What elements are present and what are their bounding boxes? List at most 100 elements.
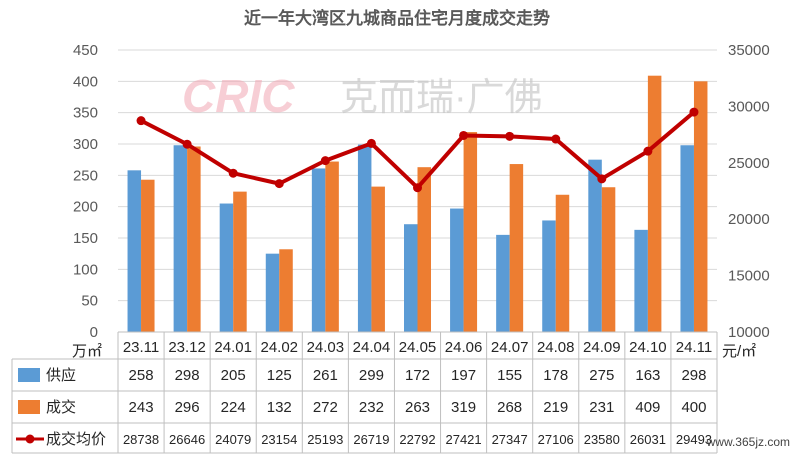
bar-supply: [173, 145, 188, 332]
left-tick-label: 50: [81, 293, 98, 310]
table-cell: 197: [451, 367, 476, 384]
left-axis: 0 50 100 150 200 250 300 350 400 450: [73, 42, 98, 341]
table-cell: 261: [313, 367, 338, 384]
table-cell: 25193: [307, 432, 343, 447]
right-tick-label: 30000: [728, 98, 770, 115]
left-tick-label: 300: [73, 136, 98, 153]
bar-deal: [187, 146, 201, 332]
table-cell: 232: [359, 399, 384, 416]
category-label: 24.07: [491, 339, 529, 356]
table-cell: 29493: [676, 432, 712, 447]
bar-supply: [265, 253, 280, 332]
bar-supply: [680, 145, 694, 332]
price-point: [413, 183, 422, 193]
bar-deal: [463, 132, 478, 332]
category-label: 24.06: [445, 339, 483, 356]
table-cell: 26031: [630, 432, 666, 447]
left-tick-label: 450: [73, 42, 98, 59]
bar-deal: [509, 164, 524, 332]
table-row-label: 成交: [46, 398, 76, 416]
table-cell: 26719: [353, 432, 389, 447]
category-label: 23.12: [168, 339, 206, 356]
table-cell: 319: [451, 399, 476, 416]
category-label: 23.11: [123, 339, 159, 356]
price-point: [228, 168, 238, 178]
left-tick-label: 150: [73, 230, 98, 247]
table-cell: 296: [175, 399, 200, 416]
category-label: 24.03: [307, 339, 345, 356]
category-label: 24.10: [629, 339, 667, 356]
table-cell: 219: [543, 399, 568, 416]
table-cell: 298: [681, 367, 706, 384]
table-cell: 231: [589, 399, 614, 416]
price-point: [689, 107, 699, 117]
table-cell: 155: [497, 367, 522, 384]
left-tick-label: 100: [73, 261, 98, 278]
bars: [127, 75, 708, 333]
table-cell: 23154: [261, 432, 297, 447]
table-cell: 125: [267, 367, 292, 384]
table-row-label: 供应: [46, 366, 76, 384]
bar-supply: [311, 168, 326, 332]
price-point: [643, 146, 653, 156]
data-table: 23.11 23.12 24.01 24.02 24.03 24.04 24.05 24.06…: [11, 331, 718, 454]
category-label: 24.04: [353, 339, 391, 356]
category-label: 24.09: [583, 339, 621, 356]
table-cell: 27106: [538, 432, 574, 447]
table-cell: 205: [221, 367, 246, 384]
bar-supply: [634, 229, 648, 332]
left-tick-label: 250: [73, 167, 98, 184]
category-label: 24.08: [537, 339, 575, 356]
table-cell: 23580: [584, 432, 620, 447]
legend-key-price-marker: [25, 434, 35, 444]
right-tick-label: 25000: [728, 155, 770, 172]
price-point: [505, 131, 515, 141]
bar-supply: [404, 224, 418, 332]
bar-supply: [450, 208, 464, 332]
table-cell: 275: [589, 367, 614, 384]
bar-deal: [601, 187, 616, 332]
bar-deal: [647, 75, 662, 333]
table-cell: 299: [359, 367, 384, 384]
price-point: [597, 174, 607, 184]
category-label: 24.02: [260, 339, 298, 356]
bar-supply: [127, 170, 142, 332]
price-point: [136, 116, 146, 126]
bar-deal: [693, 81, 708, 332]
table-cell: 298: [175, 367, 200, 384]
bar-deal: [141, 179, 155, 332]
table-row-label: 成交均价: [46, 430, 106, 448]
bar-supply: [542, 220, 556, 332]
table-cell: 22792: [399, 432, 435, 447]
bar-deal: [417, 167, 431, 332]
chart-title: 近一年大湾区九城商品住宅月度成交走势: [244, 8, 550, 28]
left-tick-label: 350: [73, 105, 98, 122]
table-cell: 243: [129, 399, 154, 416]
right-axis: 10000 15000 20000 25000 30000 35000: [728, 42, 770, 341]
table-cell: 178: [543, 367, 568, 384]
category-label: 24.01: [214, 339, 252, 356]
table-cell: 258: [129, 367, 154, 384]
right-tick-label: 35000: [728, 42, 770, 59]
price-point: [366, 138, 376, 148]
table-cell: 27347: [492, 432, 528, 447]
table-cell: 272: [313, 399, 338, 416]
legend-key-deal: [18, 400, 40, 414]
legend-key-supply: [18, 368, 40, 382]
site-watermark: www.365jz.com: [706, 435, 790, 449]
left-tick-label: 200: [73, 199, 98, 216]
table-cell: 28738: [123, 432, 159, 447]
table-cell: 409: [635, 399, 660, 416]
right-tick-label: 20000: [728, 211, 770, 228]
price-line: [136, 107, 699, 193]
table-cell: 224: [221, 399, 246, 416]
price-point: [551, 134, 561, 144]
table-cell: 26646: [169, 432, 205, 447]
left-axis-unit: 万㎡: [72, 343, 102, 360]
bar-deal: [279, 249, 293, 332]
price-point: [320, 156, 330, 166]
table-cell: 172: [405, 367, 430, 384]
table-cell: 268: [497, 399, 522, 416]
right-tick-label: 10000: [728, 324, 770, 341]
